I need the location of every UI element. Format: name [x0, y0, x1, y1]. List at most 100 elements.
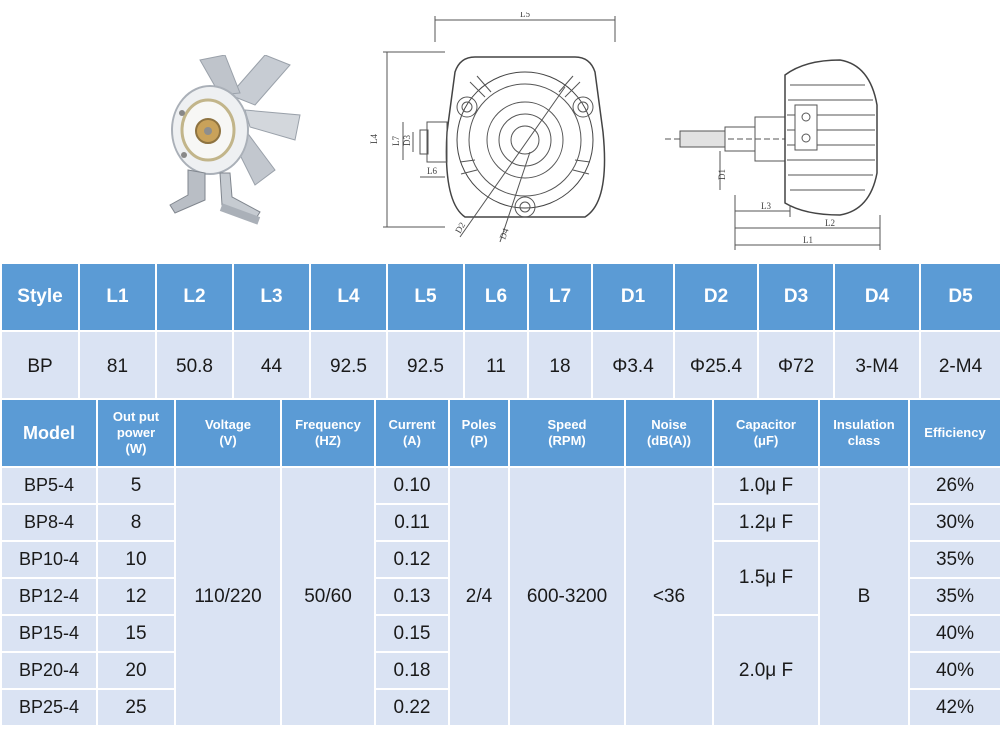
dim-label-l5: L5	[520, 12, 530, 19]
value-l3: 44	[232, 330, 311, 404]
dim-label-l7: L7	[391, 136, 401, 146]
current-cell: 0.10	[374, 466, 450, 505]
dim-label-l4: L4	[369, 134, 379, 144]
front-view-drawing: L4 L7 D3 L6 L5 D2 D4	[369, 12, 616, 243]
dim-label-d1: D1	[717, 169, 727, 180]
header-l4: L4	[309, 262, 388, 332]
table-row: BP5-4 5 110/220 50/60 0.10 2/4 600-3200 …	[0, 466, 1000, 727]
dim-label-d2: D2	[453, 220, 467, 235]
current-cell: 0.15	[374, 614, 450, 653]
header-d3: D3	[757, 262, 835, 332]
efficiency-cell: 42%	[908, 688, 1000, 727]
value-style: BP	[0, 330, 80, 404]
current-cell: 0.13	[374, 577, 450, 616]
header-l5: L5	[386, 262, 465, 332]
value-l5: 92.5	[386, 330, 465, 404]
noise-cell: <36	[624, 466, 714, 727]
header-d2: D2	[673, 262, 759, 332]
value-l7: 18	[527, 330, 593, 404]
header-l1: L1	[78, 262, 157, 332]
header-d4: D4	[833, 262, 921, 332]
insulation-cell: B	[818, 466, 910, 727]
table-row: BP25-4 25 0.22 42%	[0, 688, 1000, 727]
model-cell: BP25-4	[0, 688, 98, 727]
header-noise: Noise (dB(A))	[624, 398, 714, 468]
value-d4: 3-M4	[833, 330, 921, 404]
table-row: BP12-4 12 0.13 35%	[0, 577, 1000, 616]
header-l2: L2	[155, 262, 234, 332]
header-style: Style	[0, 262, 80, 332]
dimension-value-row: BP 81 50.8 44 92.5 92.5 11 18 Φ3.4 Φ25.4…	[0, 330, 1000, 404]
power-cell: 25	[96, 688, 176, 727]
model-cell: BP12-4	[0, 577, 98, 616]
table-row: BP15-4 15 0.15 2.0μ F 40%	[0, 614, 1000, 727]
power-cell: 15	[96, 614, 176, 653]
header-d5: D5	[919, 262, 1000, 332]
value-d1: Φ3.4	[591, 330, 675, 404]
motor-photo	[169, 55, 301, 225]
capacitor-cell: 1.0μ F	[712, 466, 820, 505]
header-d1: D1	[591, 262, 675, 332]
product-drawings-area: L4 L7 D3 L6 L5 D2 D4	[0, 0, 1000, 262]
header-voltage: Voltage (V)	[174, 398, 282, 468]
voltage-cell: 110/220	[174, 466, 282, 727]
model-cell: BP20-4	[0, 651, 98, 690]
value-l6: 11	[463, 330, 529, 404]
dim-label-l3: L3	[761, 201, 771, 211]
power-cell: 5	[96, 466, 176, 505]
power-cell: 8	[96, 503, 176, 542]
header-current: Current (A)	[374, 398, 450, 468]
dimension-header-row: Style L1 L2 L3 L4 L5 L6 L7 D1 D2 D3 D4 D…	[0, 262, 1000, 332]
model-cell: BP5-4	[0, 466, 98, 505]
model-cell: BP15-4	[0, 614, 98, 653]
efficiency-cell: 26%	[908, 466, 1000, 505]
poles-cell: 2/4	[448, 466, 510, 727]
value-l4: 92.5	[309, 330, 388, 404]
header-speed: Speed (RPM)	[508, 398, 626, 468]
dim-label-d3: D3	[402, 135, 412, 146]
header-model: Model	[0, 398, 98, 468]
header-frequency: Frequency (HZ)	[280, 398, 376, 468]
header-efficiency: Efficiency	[908, 398, 1000, 468]
capacitor-cell: 1.5μ F	[712, 540, 820, 616]
table-row: BP8-4 8 0.11 1.2μ F 30%	[0, 503, 1000, 542]
header-l6: L6	[463, 262, 529, 332]
efficiency-cell: 40%	[908, 614, 1000, 653]
value-l2: 50.8	[155, 330, 234, 404]
power-cell: 10	[96, 540, 176, 579]
header-insulation: Insulation class	[818, 398, 910, 468]
value-d5: 2-M4	[919, 330, 1000, 404]
value-d2: Φ25.4	[673, 330, 759, 404]
dimension-table: Style L1 L2 L3 L4 L5 L6 L7 D1 D2 D3 D4 D…	[0, 262, 1000, 404]
efficiency-cell: 35%	[908, 577, 1000, 616]
model-header-row: Model Out put power (W) Voltage (V) Freq…	[0, 398, 1000, 468]
header-capacitor: Capacitor (μF)	[712, 398, 820, 468]
side-view-drawing: D1 L3 L2 L1	[665, 59, 881, 250]
efficiency-cell: 30%	[908, 503, 1000, 542]
header-l7: L7	[527, 262, 593, 332]
model-cell: BP8-4	[0, 503, 98, 542]
current-cell: 0.22	[374, 688, 450, 727]
header-l3: L3	[232, 262, 311, 332]
value-d3: Φ72	[757, 330, 835, 404]
dim-label-l2: L2	[825, 218, 835, 228]
current-cell: 0.18	[374, 651, 450, 690]
table-row: BP20-4 20 0.18 40%	[0, 651, 1000, 690]
header-poles: Poles (P)	[448, 398, 510, 468]
power-cell: 12	[96, 577, 176, 616]
model-spec-table: Model Out put power (W) Voltage (V) Freq…	[0, 398, 1000, 727]
capacitor-cell: 2.0μ F	[712, 614, 820, 727]
value-l1: 81	[78, 330, 157, 404]
capacitor-cell: 1.2μ F	[712, 503, 820, 542]
current-cell: 0.11	[374, 503, 450, 542]
dim-label-d4: D4	[497, 226, 510, 240]
efficiency-cell: 40%	[908, 651, 1000, 690]
speed-cell: 600-3200	[508, 466, 626, 727]
efficiency-cell: 35%	[908, 540, 1000, 579]
header-power: Out put power (W)	[96, 398, 176, 468]
power-cell: 20	[96, 651, 176, 690]
model-cell: BP10-4	[0, 540, 98, 579]
table-row: BP10-4 10 0.12 1.5μ F 35%	[0, 540, 1000, 616]
current-cell: 0.12	[374, 540, 450, 579]
dim-label-l1: L1	[803, 235, 813, 245]
